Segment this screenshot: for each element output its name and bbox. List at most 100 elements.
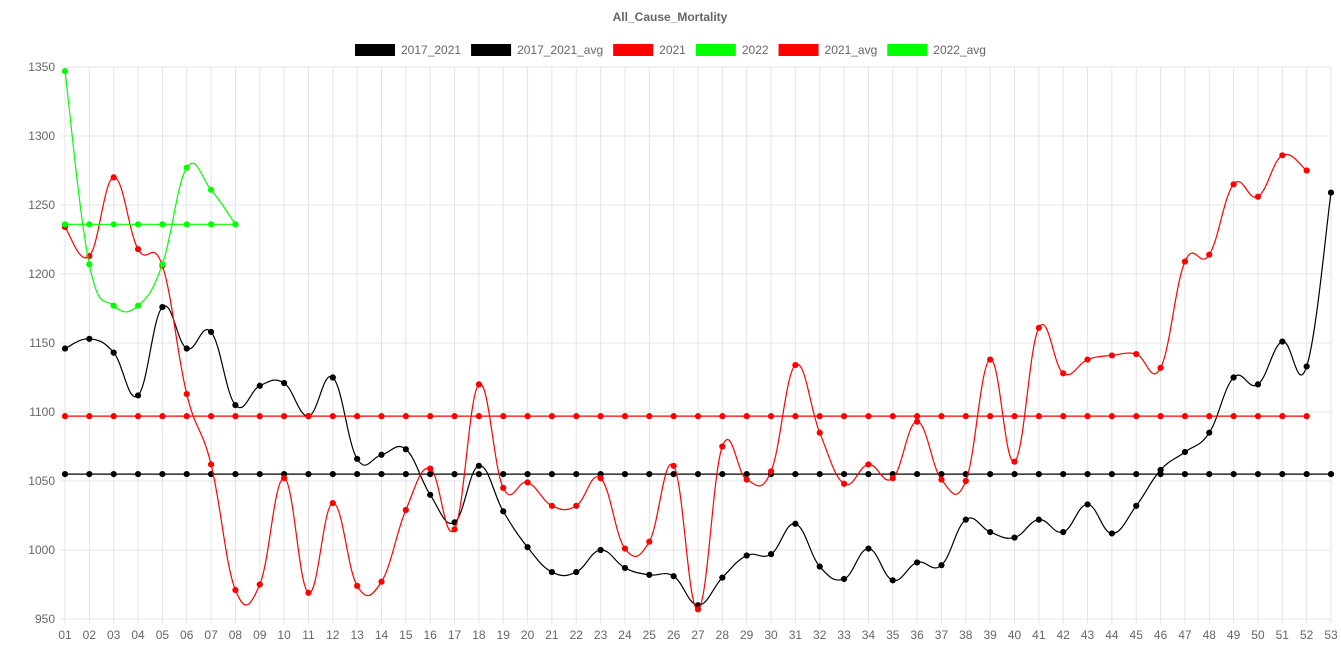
data-point[interactable]	[1181, 471, 1189, 478]
data-point[interactable]	[305, 589, 312, 596]
data-point[interactable]	[1060, 471, 1067, 478]
data-point[interactable]	[1108, 352, 1115, 359]
data-point[interactable]	[1230, 413, 1237, 420]
data-point[interactable]	[427, 413, 434, 420]
data-point[interactable]	[1303, 413, 1310, 420]
data-point[interactable]	[1206, 413, 1213, 420]
data-point[interactable]	[451, 413, 458, 420]
data-point[interactable]	[1230, 374, 1237, 381]
data-point[interactable]	[281, 413, 288, 420]
data-point[interactable]	[1279, 413, 1286, 420]
legend-item[interactable]: 2021_avg	[778, 43, 878, 57]
data-point[interactable]	[719, 413, 726, 420]
data-point[interactable]	[1303, 167, 1310, 174]
data-point[interactable]	[646, 538, 653, 545]
data-point[interactable]	[573, 502, 580, 509]
data-point[interactable]	[402, 413, 409, 420]
data-point[interactable]	[889, 413, 896, 420]
data-point[interactable]	[427, 471, 434, 478]
data-point[interactable]	[1230, 181, 1237, 188]
data-point[interactable]	[475, 471, 482, 478]
data-point[interactable]	[1303, 471, 1310, 478]
data-point[interactable]	[256, 382, 263, 389]
data-point[interactable]	[134, 302, 142, 309]
data-point[interactable]	[1181, 413, 1189, 420]
data-point[interactable]	[329, 413, 336, 420]
data-point[interactable]	[110, 349, 117, 356]
data-point[interactable]	[670, 413, 677, 420]
data-point[interactable]	[500, 508, 507, 515]
data-point[interactable]	[573, 413, 580, 420]
data-point[interactable]	[329, 499, 336, 507]
data-point[interactable]	[914, 418, 921, 425]
data-point[interactable]	[1011, 534, 1018, 541]
data-point[interactable]	[1279, 152, 1286, 159]
data-point[interactable]	[962, 477, 969, 485]
data-point[interactable]	[1084, 471, 1091, 478]
data-point[interactable]	[1035, 324, 1042, 331]
data-point[interactable]	[183, 471, 190, 478]
data-point[interactable]	[646, 471, 653, 478]
data-point[interactable]	[232, 413, 239, 420]
legend-item[interactable]: 2022	[695, 43, 769, 57]
data-point[interactable]	[597, 475, 604, 482]
data-point[interactable]	[743, 476, 750, 483]
data-point[interactable]	[792, 520, 799, 527]
data-point[interactable]	[207, 413, 215, 420]
data-point[interactable]	[938, 476, 945, 483]
data-point[interactable]	[524, 544, 531, 551]
data-point[interactable]	[670, 471, 677, 478]
legend-item[interactable]: 2017_2021	[355, 43, 461, 57]
data-point[interactable]	[962, 413, 969, 420]
data-point[interactable]	[694, 471, 702, 478]
data-point[interactable]	[524, 413, 531, 420]
legend-item[interactable]: 2021	[613, 43, 686, 57]
data-point[interactable]	[500, 471, 507, 478]
data-point[interactable]	[86, 221, 93, 228]
data-point[interactable]	[1084, 356, 1091, 363]
data-point[interactable]	[1327, 189, 1335, 196]
data-point[interactable]	[987, 413, 994, 420]
data-point[interactable]	[987, 471, 994, 478]
data-point[interactable]	[256, 471, 263, 478]
data-point[interactable]	[134, 413, 142, 420]
data-point[interactable]	[621, 413, 629, 420]
data-point[interactable]	[962, 516, 969, 523]
data-point[interactable]	[1254, 193, 1262, 200]
data-point[interactable]	[256, 413, 263, 420]
data-point[interactable]	[816, 471, 823, 478]
data-point[interactable]	[207, 328, 215, 336]
data-point[interactable]	[354, 455, 361, 463]
data-point[interactable]	[1254, 471, 1262, 478]
data-point[interactable]	[1254, 413, 1262, 420]
data-point[interactable]	[61, 68, 69, 75]
data-point[interactable]	[1011, 413, 1018, 420]
data-point[interactable]	[840, 471, 848, 478]
data-point[interactable]	[1035, 471, 1042, 478]
data-point[interactable]	[354, 471, 361, 478]
data-point[interactable]	[889, 577, 896, 584]
data-point[interactable]	[914, 413, 921, 420]
data-point[interactable]	[1327, 471, 1335, 478]
data-point[interactable]	[1084, 413, 1091, 420]
data-point[interactable]	[61, 413, 69, 420]
data-point[interactable]	[792, 361, 799, 369]
data-point[interactable]	[354, 582, 361, 589]
data-point[interactable]	[792, 413, 799, 420]
data-point[interactable]	[354, 413, 361, 420]
data-point[interactable]	[305, 413, 312, 420]
data-point[interactable]	[1133, 350, 1140, 358]
data-point[interactable]	[500, 484, 507, 491]
data-point[interactable]	[694, 606, 702, 613]
data-point[interactable]	[451, 471, 458, 478]
legend[interactable]: 2017_2021 2017_2021_avg 2021 2022 2021_avg 20…	[355, 43, 986, 57]
data-point[interactable]	[1157, 471, 1164, 478]
legend-item[interactable]: 2017_2021_avg	[471, 43, 603, 57]
data-point[interactable]	[767, 468, 775, 475]
data-point[interactable]	[1035, 516, 1042, 523]
data-point[interactable]	[1279, 471, 1286, 478]
data-point[interactable]	[110, 174, 117, 181]
data-point[interactable]	[1157, 364, 1164, 371]
data-point[interactable]	[475, 413, 482, 420]
data-point[interactable]	[183, 413, 190, 420]
